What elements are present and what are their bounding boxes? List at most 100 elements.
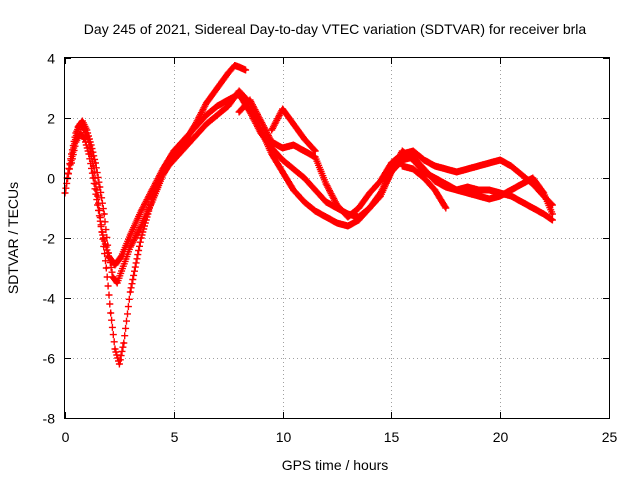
data-point bbox=[422, 158, 426, 162]
data-point bbox=[281, 146, 285, 150]
series-track-5 bbox=[268, 105, 319, 155]
data-point bbox=[233, 64, 237, 67]
data-point bbox=[115, 281, 119, 285]
data-point bbox=[368, 191, 372, 195]
chart-title: Day 245 of 2021, Sidereal Day-to-day VTE… bbox=[84, 21, 587, 37]
data-point bbox=[550, 212, 554, 216]
data-point bbox=[113, 347, 117, 351]
data-point bbox=[102, 212, 106, 216]
data-point bbox=[226, 104, 230, 108]
data-point bbox=[109, 311, 113, 315]
data-point bbox=[292, 167, 295, 171]
data-point bbox=[357, 206, 361, 210]
data-point bbox=[313, 155, 317, 159]
data-point bbox=[226, 98, 230, 102]
data-point bbox=[91, 176, 95, 180]
data-point bbox=[498, 191, 502, 195]
data-point bbox=[172, 149, 176, 153]
data-point bbox=[498, 158, 502, 162]
data-point bbox=[122, 341, 126, 345]
axis-ticks bbox=[65, 58, 610, 419]
data-point bbox=[83, 128, 87, 132]
data-point bbox=[357, 215, 361, 219]
data-point bbox=[509, 194, 513, 198]
data-point bbox=[466, 191, 470, 195]
data-point bbox=[411, 167, 415, 171]
data-point bbox=[444, 182, 448, 186]
data-point bbox=[444, 167, 448, 171]
data-point bbox=[128, 233, 132, 237]
series-track-6 bbox=[398, 162, 450, 212]
data-point bbox=[542, 212, 546, 216]
data-point bbox=[379, 191, 382, 195]
data-point bbox=[466, 167, 470, 171]
data-point bbox=[487, 197, 491, 201]
data-point bbox=[104, 266, 108, 270]
data-point bbox=[248, 110, 252, 114]
data-point bbox=[368, 206, 372, 210]
data-point bbox=[150, 188, 154, 192]
data-point bbox=[313, 149, 317, 153]
data-point bbox=[94, 161, 97, 165]
data-point bbox=[204, 113, 208, 117]
x-axis-tick-labels: 0 5 10 15 20 25 bbox=[62, 429, 618, 445]
data-point bbox=[324, 182, 328, 186]
data-point bbox=[476, 188, 480, 192]
data-point bbox=[433, 164, 437, 168]
y-tick-label: -8 bbox=[43, 411, 56, 427]
data-point bbox=[292, 143, 295, 147]
data-point bbox=[487, 161, 491, 165]
x-tick-label: 25 bbox=[602, 429, 618, 445]
data-point bbox=[302, 176, 306, 180]
data-point bbox=[139, 236, 143, 240]
data-point bbox=[100, 230, 104, 234]
data-point bbox=[237, 110, 241, 114]
data-point bbox=[120, 269, 124, 273]
data-point bbox=[379, 179, 382, 183]
data-point bbox=[422, 170, 426, 174]
data-point bbox=[248, 98, 252, 102]
data-point bbox=[183, 137, 187, 141]
x-tick-label: 5 bbox=[171, 429, 179, 445]
data-point bbox=[455, 188, 459, 192]
data-point bbox=[117, 362, 121, 366]
data-point bbox=[346, 215, 350, 219]
data-point bbox=[215, 113, 219, 117]
data-point bbox=[91, 164, 95, 168]
data-point bbox=[172, 158, 176, 162]
grid-lines bbox=[65, 58, 609, 418]
data-point bbox=[194, 125, 198, 129]
data-point bbox=[226, 71, 230, 75]
data-point bbox=[313, 188, 317, 192]
data-point bbox=[313, 209, 317, 213]
data-point bbox=[422, 176, 426, 180]
data-point bbox=[400, 152, 404, 156]
data-point bbox=[98, 185, 102, 189]
data-point bbox=[128, 245, 132, 249]
data-point bbox=[183, 146, 187, 150]
data-point bbox=[324, 200, 328, 204]
data-point bbox=[433, 188, 437, 192]
data-point bbox=[509, 164, 513, 168]
data-point bbox=[74, 131, 78, 135]
data-point bbox=[292, 188, 295, 192]
data-point bbox=[74, 140, 78, 144]
data-point bbox=[302, 149, 306, 153]
data-point bbox=[476, 164, 480, 168]
data-point bbox=[139, 209, 143, 213]
data-point bbox=[550, 218, 554, 222]
y-axis-tick-labels: -8 -6 -4 -2 0 2 4 bbox=[43, 51, 56, 427]
data-point bbox=[244, 68, 248, 72]
data-series bbox=[61, 62, 556, 368]
data-point bbox=[531, 206, 535, 210]
data-point bbox=[466, 185, 470, 189]
data-point bbox=[411, 149, 415, 153]
x-axis-label: GPS time / hours bbox=[282, 457, 389, 473]
data-point bbox=[389, 170, 393, 174]
data-point bbox=[520, 182, 524, 186]
data-point bbox=[78, 131, 82, 135]
data-point bbox=[292, 122, 295, 126]
data-point bbox=[107, 254, 110, 258]
data-point bbox=[302, 137, 306, 141]
data-point bbox=[346, 224, 350, 228]
